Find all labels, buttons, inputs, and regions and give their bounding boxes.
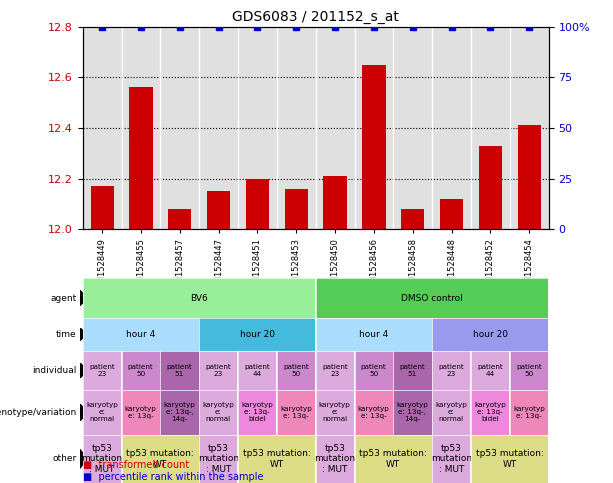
Polygon shape: [80, 290, 87, 306]
Text: patient
23: patient 23: [322, 364, 348, 377]
Text: tp53 mutation:
WT: tp53 mutation: WT: [243, 449, 310, 469]
Polygon shape: [80, 327, 87, 341]
Text: karyotyp
e:
normal: karyotyp e: normal: [202, 402, 234, 423]
Bar: [238, 27, 277, 229]
Text: karyotyp
e:
normal: karyotyp e: normal: [319, 402, 351, 423]
Text: other: other: [52, 455, 77, 463]
Text: time: time: [56, 330, 77, 339]
Bar: [471, 27, 510, 229]
Bar: [324, 176, 347, 229]
Text: genotype/variation: genotype/variation: [0, 408, 77, 417]
Text: karyotyp
e: 13q-: karyotyp e: 13q-: [358, 406, 389, 419]
Bar: [362, 65, 386, 229]
Text: karyotyp
e:
normal: karyotyp e: normal: [435, 402, 467, 423]
Text: tp53 mutation:
WT: tp53 mutation: WT: [476, 449, 543, 469]
Title: GDS6083 / 201152_s_at: GDS6083 / 201152_s_at: [232, 10, 399, 24]
Bar: [246, 179, 269, 229]
Bar: [354, 27, 394, 229]
Bar: [284, 189, 308, 229]
Text: patient
50: patient 50: [360, 364, 387, 377]
Text: tp53 mutation:
WT: tp53 mutation: WT: [126, 449, 194, 469]
Text: karyotyp
e:
normal: karyotyp e: normal: [86, 402, 118, 423]
Text: tp53
mutation
: MUT: tp53 mutation : MUT: [82, 444, 123, 474]
Bar: [168, 209, 191, 229]
Bar: [432, 27, 471, 229]
Text: patient
23: patient 23: [89, 364, 115, 377]
Bar: [510, 27, 549, 229]
Text: patient
51: patient 51: [400, 364, 425, 377]
Text: patient
23: patient 23: [205, 364, 231, 377]
Bar: [394, 27, 432, 229]
Text: hour 4: hour 4: [126, 330, 155, 339]
Text: patient
44: patient 44: [477, 364, 503, 377]
Text: patient
50: patient 50: [516, 364, 542, 377]
Bar: [129, 87, 153, 229]
Bar: [83, 27, 121, 229]
Text: tp53 mutation:
WT: tp53 mutation: WT: [359, 449, 427, 469]
Text: tp53
mutation
: MUT: tp53 mutation : MUT: [314, 444, 356, 474]
Text: karyotyp
e: 13q-
bidel: karyotyp e: 13q- bidel: [242, 402, 273, 423]
Bar: [207, 191, 230, 229]
Text: patient
44: patient 44: [244, 364, 270, 377]
Bar: [277, 27, 316, 229]
Text: individual: individual: [32, 366, 77, 375]
Text: ■  transformed count: ■ transformed count: [83, 460, 189, 469]
Polygon shape: [80, 449, 87, 469]
Bar: [91, 186, 114, 229]
Text: agent: agent: [50, 294, 77, 302]
Bar: [121, 27, 161, 229]
Bar: [479, 146, 502, 229]
Bar: [316, 27, 354, 229]
Text: tp53
mutation
: MUT: tp53 mutation : MUT: [431, 444, 472, 474]
Bar: [440, 199, 463, 229]
Polygon shape: [80, 363, 87, 378]
Text: hour 20: hour 20: [473, 330, 508, 339]
Bar: [199, 27, 238, 229]
Bar: [161, 27, 199, 229]
Text: tp53
mutation
: MUT: tp53 mutation : MUT: [198, 444, 239, 474]
Text: DMSO control: DMSO control: [401, 294, 463, 302]
Text: patient
50: patient 50: [128, 364, 154, 377]
Text: karyotyp
e: 13q-,
14q-: karyotyp e: 13q-, 14q-: [164, 402, 196, 423]
Text: patient
23: patient 23: [438, 364, 464, 377]
Bar: [517, 126, 541, 229]
Text: karyotyp
e: 13q-,
14q-: karyotyp e: 13q-, 14q-: [397, 402, 428, 423]
Text: ■  percentile rank within the sample: ■ percentile rank within the sample: [83, 472, 263, 482]
Text: karyotyp
e: 13q-: karyotyp e: 13q-: [280, 406, 312, 419]
Text: patient
51: patient 51: [167, 364, 192, 377]
Bar: [401, 209, 424, 229]
Text: hour 20: hour 20: [240, 330, 275, 339]
Text: karyotyp
e: 13q-: karyotyp e: 13q-: [513, 406, 545, 419]
Text: BV6: BV6: [190, 294, 208, 302]
Text: patient
50: patient 50: [283, 364, 309, 377]
Text: karyotyp
e: 13q-
bidel: karyotyp e: 13q- bidel: [474, 402, 506, 423]
Text: hour 4: hour 4: [359, 330, 388, 339]
Polygon shape: [80, 404, 87, 421]
Text: karyotyp
e: 13q-: karyotyp e: 13q-: [125, 406, 156, 419]
